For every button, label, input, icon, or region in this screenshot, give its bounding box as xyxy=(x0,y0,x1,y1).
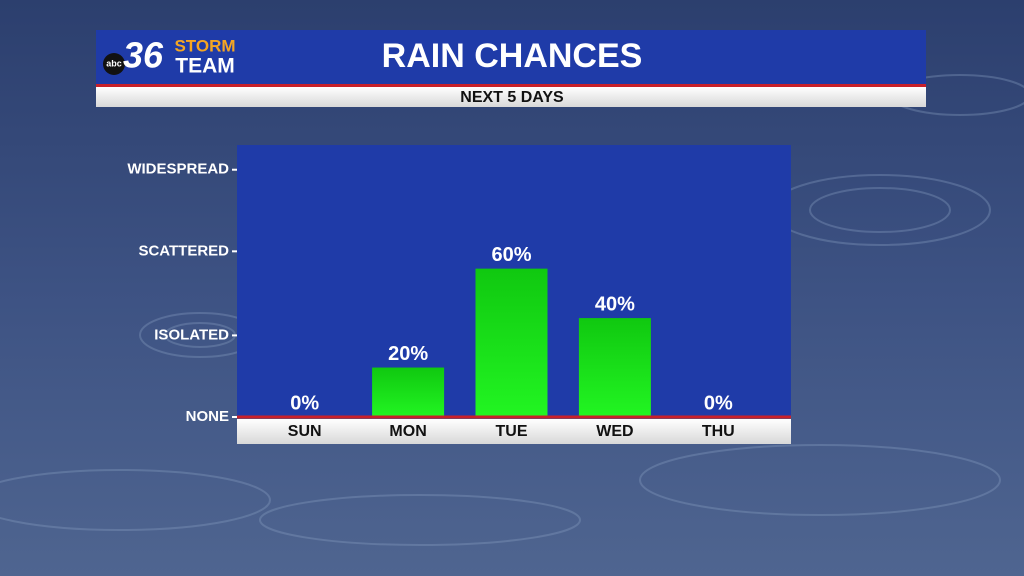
logo-badge xyxy=(103,53,125,75)
header-rule xyxy=(96,84,926,87)
x-tick-label: THU xyxy=(702,423,735,440)
category-band xyxy=(237,419,791,444)
bar xyxy=(372,367,445,417)
value-label: 0% xyxy=(704,392,733,414)
value-label: 0% xyxy=(290,392,319,414)
x-tick-label: TUE xyxy=(496,423,528,440)
bar xyxy=(475,268,548,417)
y-tick-label: ISOLATED xyxy=(154,326,229,343)
chart-title: RAIN CHANCES xyxy=(382,37,643,75)
bar xyxy=(578,318,651,417)
y-tick-label: SCATTERED xyxy=(138,242,229,259)
value-label: 40% xyxy=(595,293,635,315)
header-band xyxy=(96,30,926,85)
y-tick-label: WIDESPREAD xyxy=(127,161,229,178)
logo-line2: TEAM xyxy=(175,55,235,78)
logo-number: 36 xyxy=(123,35,164,76)
y-tick-label: NONE xyxy=(186,408,229,425)
subtitle-band xyxy=(96,87,926,107)
chart-subtitle: NEXT 5 DAYS xyxy=(460,89,564,106)
value-label: 20% xyxy=(388,343,428,365)
logo-line1: STORM xyxy=(174,36,235,55)
x-tick-label: WED xyxy=(596,423,633,440)
value-label: 60% xyxy=(491,244,531,266)
x-tick-label: MON xyxy=(389,423,426,440)
logo-network: abc xyxy=(106,58,122,68)
x-tick-label: SUN xyxy=(288,423,322,440)
